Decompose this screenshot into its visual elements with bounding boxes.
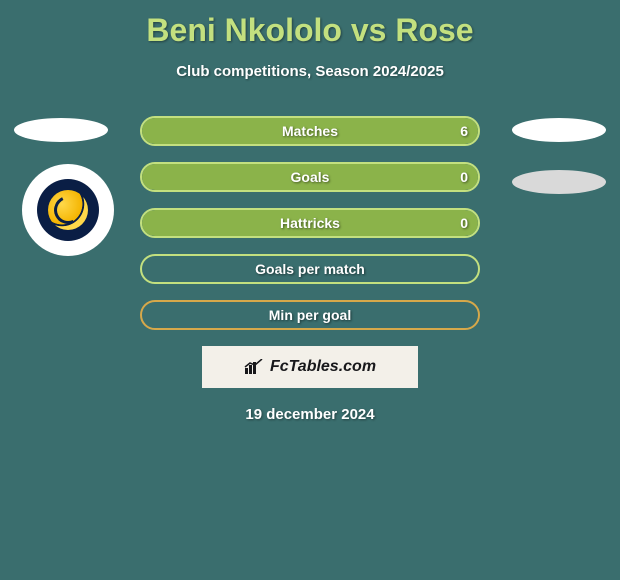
comparison-panel: Matches6Goals0Hattricks0Goals per matchM… xyxy=(0,116,620,423)
player-left-placeholder xyxy=(14,118,108,142)
watermark: FcTables.com xyxy=(202,346,418,388)
stat-bar-label: Goals xyxy=(142,164,478,190)
team-badge-left xyxy=(22,164,114,256)
player-right-placeholder-2 xyxy=(512,170,606,194)
stat-bar-value: 0 xyxy=(460,210,468,236)
stat-bar: Min per goal xyxy=(140,300,480,330)
stat-bar-label: Min per goal xyxy=(142,302,478,328)
watermark-text: FcTables.com xyxy=(270,358,376,376)
footer-date: 19 december 2024 xyxy=(0,406,620,423)
stat-bar-value: 0 xyxy=(460,164,468,190)
stat-bar: Matches6 xyxy=(140,116,480,146)
stat-bar: Goals0 xyxy=(140,162,480,192)
player-right-placeholder-1 xyxy=(512,118,606,142)
page-title: Beni Nkololo vs Rose xyxy=(0,0,620,49)
stat-bar: Goals per match xyxy=(140,254,480,284)
stat-bar-value: 6 xyxy=(460,118,468,144)
mariners-badge xyxy=(37,179,99,241)
stat-bar: Hattricks0 xyxy=(140,208,480,238)
chart-icon xyxy=(244,359,264,375)
stat-bar-label: Goals per match xyxy=(142,256,478,282)
stat-bar-label: Matches xyxy=(142,118,478,144)
page-subtitle: Club competitions, Season 2024/2025 xyxy=(0,63,620,80)
stat-bars: Matches6Goals0Hattricks0Goals per matchM… xyxy=(140,116,480,330)
stat-bar-label: Hattricks xyxy=(142,210,478,236)
